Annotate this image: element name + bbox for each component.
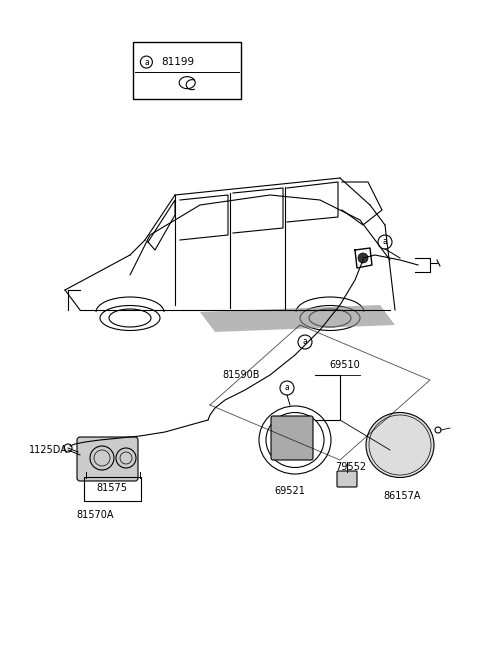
FancyBboxPatch shape [337,471,357,487]
Circle shape [358,253,368,263]
Text: a: a [302,337,307,346]
Text: 81590B: 81590B [222,370,260,380]
Text: 81570A: 81570A [76,510,114,520]
Text: 79552: 79552 [335,462,366,472]
Text: 86157A: 86157A [383,491,421,501]
Text: 1125DA: 1125DA [29,445,68,455]
Ellipse shape [366,413,434,477]
Text: a: a [285,383,289,392]
FancyBboxPatch shape [77,437,138,481]
Text: 81199: 81199 [161,57,194,67]
FancyBboxPatch shape [271,416,313,460]
Text: 69510: 69510 [330,360,360,370]
Text: a: a [383,238,387,246]
Polygon shape [200,305,395,332]
Text: 81575: 81575 [96,483,128,493]
Text: 69521: 69521 [275,486,305,496]
Text: a: a [144,58,149,67]
